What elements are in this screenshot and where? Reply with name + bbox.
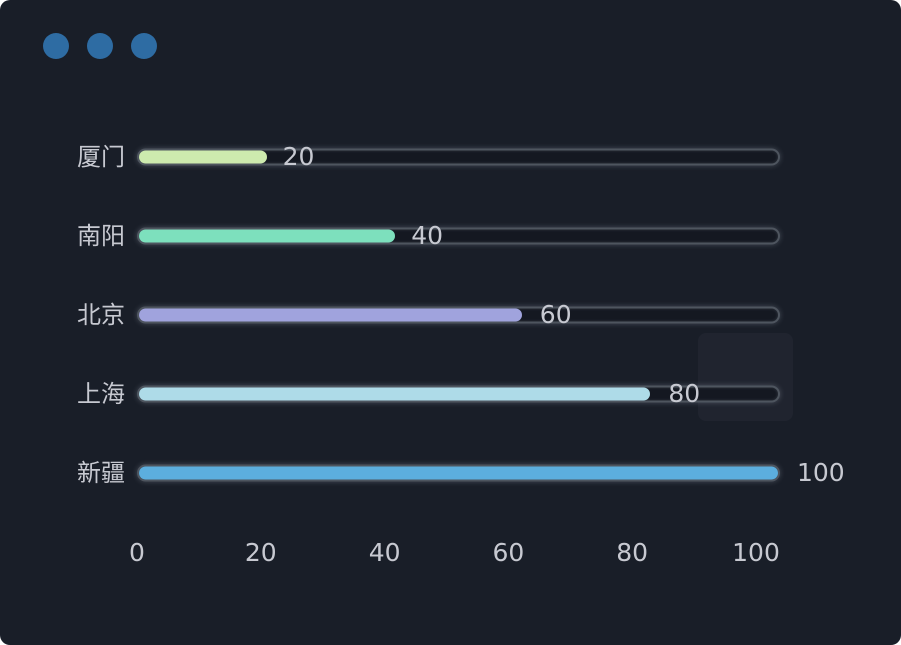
bar-row: 北京 60 — [0, 301, 901, 329]
category-label: 南阳 — [77, 222, 125, 250]
bar-track[interactable] — [137, 148, 780, 166]
bar-fill[interactable] — [139, 308, 523, 322]
value-label: 60 — [539, 300, 572, 329]
category-label: 上海 — [77, 380, 125, 408]
category-label: 北京 — [77, 301, 125, 329]
bar-row: 新疆 100 — [0, 458, 901, 488]
category-label: 厦门 — [77, 143, 125, 171]
x-axis-tick: 20 — [244, 538, 277, 567]
bar-track[interactable] — [137, 385, 780, 403]
window-control-dot-icon[interactable] — [43, 33, 69, 59]
bar-fill[interactable] — [139, 466, 778, 480]
value-label: 80 — [668, 379, 701, 408]
window-controls — [43, 33, 157, 59]
bar-fill[interactable] — [139, 229, 395, 243]
bar-fill[interactable] — [139, 387, 651, 401]
value-label: 100 — [797, 458, 845, 487]
bar-row: 厦门 20 — [0, 143, 901, 171]
bar-row: 上海 80 — [0, 380, 901, 408]
bar-track[interactable] — [137, 306, 780, 324]
category-label: 新疆 — [77, 459, 125, 487]
x-axis-tick: 0 — [129, 538, 145, 567]
x-axis: 0 20 40 60 80 100 — [0, 538, 901, 568]
x-axis-tick: 40 — [368, 538, 401, 567]
x-axis-tick: 80 — [616, 538, 649, 567]
value-label: 20 — [282, 142, 315, 171]
x-axis-tick: 60 — [492, 538, 525, 567]
x-axis-tick: 100 — [732, 538, 780, 567]
bar-row: 南阳 40 — [0, 222, 901, 250]
bar-track[interactable] — [137, 464, 780, 482]
window-control-dot-icon[interactable] — [87, 33, 113, 59]
bar-track[interactable] — [137, 227, 780, 245]
window-control-dot-icon[interactable] — [131, 33, 157, 59]
value-label: 40 — [411, 221, 443, 250]
bar-fill[interactable] — [139, 150, 267, 164]
